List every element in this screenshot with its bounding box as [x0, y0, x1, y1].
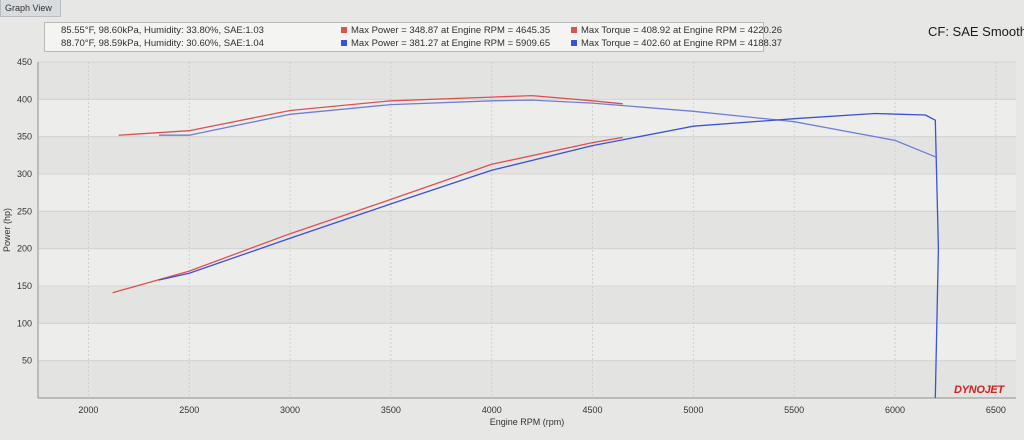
x-tick-label: 2000 — [78, 405, 98, 415]
series-layer — [112, 94, 940, 399]
y-axis-ticks: 50 100 150 200 250 300 350 400 450 — [17, 57, 32, 366]
y-tick-label: 150 — [17, 281, 32, 291]
grid-lines — [37, 61, 1016, 399]
run-1-power-swatch — [341, 27, 347, 33]
y-tick-label: 100 — [17, 318, 32, 328]
run-1-max-torque: Max Torque = 408.92 at Engine RPM = 4220… — [581, 25, 783, 36]
x-axis-ticks: 2000 2500 3000 3500 4000 4500 5000 5500 6000 6500 — [78, 405, 1005, 415]
y-tick-label: 300 — [17, 169, 32, 179]
x-tick-label: 5000 — [683, 405, 703, 415]
series-line-2[interactable] — [112, 136, 623, 294]
plot-band — [38, 211, 1016, 249]
y-axis-title: Power (hp) — [2, 208, 12, 252]
x-tick-label: 6000 — [885, 405, 905, 415]
run-2-max-power: Max Power = 381.27 at Engine RPM = 5909.… — [351, 38, 551, 49]
run-2-torque-swatch — [571, 40, 577, 46]
x-tick-label: 5500 — [784, 405, 804, 415]
plot-band — [38, 62, 1016, 100]
run-1-torque-swatch — [571, 27, 577, 33]
plot-band — [38, 136, 1016, 174]
series-line-1[interactable] — [118, 94, 623, 136]
y-tick-label: 350 — [17, 132, 32, 142]
run-1-max-power: Max Power = 348.87 at Engine RPM = 4645.… — [351, 25, 551, 36]
correction-factor-label: CF: SAE Smooth — [928, 24, 1024, 39]
y-tick-label: 200 — [17, 244, 32, 254]
series-line-3[interactable] — [159, 99, 936, 158]
run-2-power-swatch — [341, 40, 347, 46]
run-2-conditions: 88.70°F, 98.59kPa, Humidity: 30.60%, SAE… — [61, 38, 264, 49]
plot-band — [38, 286, 1016, 324]
x-tick-label: 4500 — [583, 405, 603, 415]
x-tick-label: 4000 — [482, 405, 502, 415]
x-tick-label: 2500 — [179, 405, 199, 415]
run-2-max-torque: Max Torque = 402.60 at Engine RPM = 4188… — [581, 38, 783, 49]
plot-band — [38, 360, 1016, 398]
y-tick-label: 450 — [17, 57, 32, 67]
run-legend: 85.55°F, 98.60kPa, Humidity: 33.80%, SAE… — [44, 22, 782, 52]
x-tick-label: 6500 — [986, 405, 1006, 415]
x-tick-label: 3000 — [280, 405, 300, 415]
plot-background — [38, 62, 1016, 398]
x-axis-title: Engine RPM (rpm) — [490, 417, 565, 427]
graph-view-tab[interactable]: Graph View — [0, 0, 61, 17]
y-tick-label: 250 — [17, 206, 32, 216]
x-tick-label: 3500 — [381, 405, 401, 415]
dynojet-logo: DYNOJET — [954, 384, 1004, 396]
y-tick-label: 50 — [22, 356, 32, 366]
run-1-conditions: 85.55°F, 98.60kPa, Humidity: 33.80%, SAE… — [61, 25, 264, 36]
y-tick-label: 400 — [17, 94, 32, 104]
series-line-4[interactable] — [158, 112, 940, 399]
